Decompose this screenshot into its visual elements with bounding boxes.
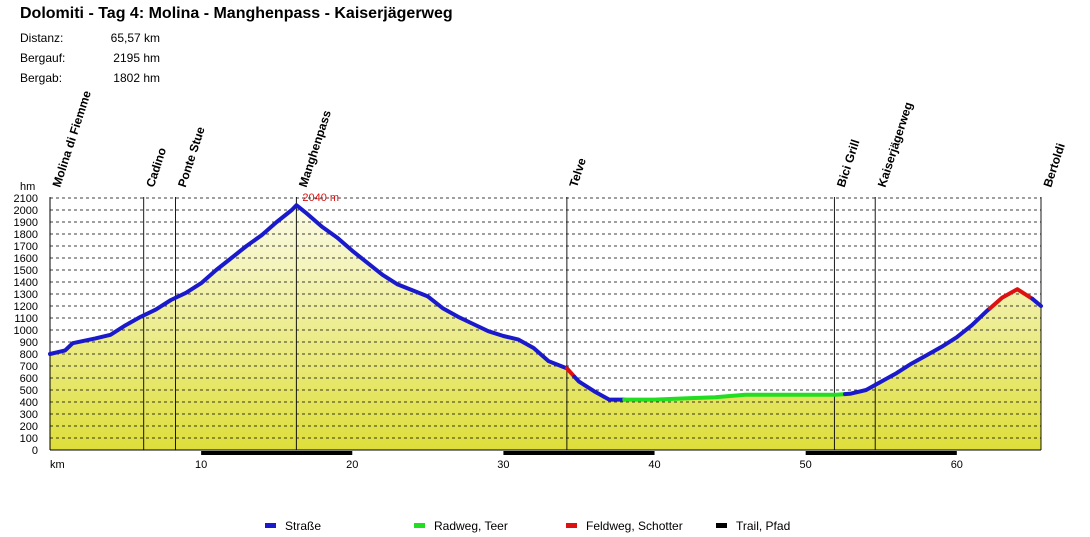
x-tick-label: 30 bbox=[497, 459, 509, 471]
y-tick-label: 1100 bbox=[14, 313, 38, 325]
waypoint-label: Telve bbox=[566, 156, 589, 189]
y-tick-label: 0 bbox=[32, 445, 38, 457]
y-tick-label: 300 bbox=[20, 409, 38, 421]
peak-label: 2040 m bbox=[302, 192, 339, 204]
legend-item-trail: Trail, Pfad bbox=[716, 519, 790, 533]
stat-distance-label: Distanz: bbox=[20, 31, 64, 45]
y-tick-label: 400 bbox=[20, 397, 38, 409]
x-tick-label: 50 bbox=[800, 459, 812, 471]
waypoint-label: Manghenpass bbox=[296, 108, 334, 189]
chart-title: Dolomiti - Tag 4: Molina - Manghenpass -… bbox=[20, 5, 453, 22]
waypoint-label: Bertoldi bbox=[1041, 141, 1068, 188]
y-tick-label: 1800 bbox=[14, 229, 38, 241]
profile-segment bbox=[48, 203, 569, 371]
stat-ascent-label: Bergauf: bbox=[20, 51, 66, 65]
elevation-profile-chart: 0100200300400500600700800900100011001200… bbox=[14, 89, 1068, 471]
y-tick-label: 700 bbox=[20, 361, 38, 373]
x-tick-label: 20 bbox=[346, 459, 358, 471]
waypoint-label: Bici Grill bbox=[834, 138, 863, 189]
y-tick-label: 1200 bbox=[14, 301, 38, 313]
waypoint-label: Molina di Fiemme bbox=[50, 89, 95, 189]
legend-swatch-feldweg bbox=[566, 523, 577, 529]
stat-descent-label: Bergab: bbox=[20, 71, 63, 85]
stat-distance-value: 65,57 km bbox=[110, 31, 160, 45]
legend-label-feldweg: Feldweg, Schotter bbox=[586, 519, 683, 533]
profile-area bbox=[50, 205, 1041, 450]
waypoint-label: Ponte Stue bbox=[175, 125, 208, 189]
legend-item-feldweg: Feldweg, Schotter bbox=[566, 519, 683, 533]
y-tick-label: 900 bbox=[20, 337, 38, 349]
y-tick-label: 2000 bbox=[14, 205, 38, 217]
y-tick-label: 800 bbox=[20, 349, 38, 361]
y-tick-label: 1900 bbox=[14, 217, 38, 229]
y-tick-label: 1400 bbox=[14, 277, 38, 289]
legend-swatch-strasse bbox=[265, 523, 276, 529]
y-tick-label: 500 bbox=[20, 385, 38, 397]
legend-label-trail: Trail, Pfad bbox=[736, 519, 791, 533]
x-tick-label: 10 bbox=[195, 459, 207, 471]
legend-item-strasse: Straße bbox=[265, 519, 321, 533]
y-tick-label: 600 bbox=[20, 373, 38, 385]
profile-segment bbox=[988, 287, 1035, 311]
y-axis-unit: hm bbox=[20, 181, 35, 193]
y-tick-label: 1600 bbox=[14, 253, 38, 265]
x-scale-bar bbox=[805, 451, 957, 455]
legend-swatch-trail bbox=[716, 523, 727, 529]
legend-label-radweg: Radweg, Teer bbox=[434, 519, 508, 533]
x-tick-label: 60 bbox=[951, 459, 963, 471]
y-tick-label: 100 bbox=[20, 433, 38, 445]
legend-item-radweg: Radweg, Teer bbox=[414, 519, 508, 533]
y-tick-label: 1500 bbox=[14, 265, 38, 277]
y-tick-label: 1000 bbox=[14, 325, 38, 337]
profile-segment bbox=[1030, 296, 1043, 308]
y-tick-label: 2100 bbox=[14, 193, 38, 205]
x-tick-label: 40 bbox=[648, 459, 660, 471]
stat-ascent-value: 2195 hm bbox=[113, 51, 160, 65]
x-axis-unit: km bbox=[50, 459, 65, 471]
y-tick-label: 1300 bbox=[14, 289, 38, 301]
profile-segment bbox=[843, 306, 993, 397]
profile-segment bbox=[622, 392, 847, 402]
stat-descent-value: 1802 hm bbox=[113, 71, 160, 85]
waypoint-label: Kaiserjägerweg bbox=[875, 100, 916, 189]
y-tick-label: 1700 bbox=[14, 241, 38, 253]
x-scale-bar bbox=[503, 451, 655, 455]
legend-label-strasse: Straße bbox=[285, 519, 322, 533]
y-tick-label: 200 bbox=[20, 421, 38, 433]
profile-segment bbox=[572, 374, 627, 402]
x-scale-bar bbox=[201, 451, 353, 455]
legend-swatch-radweg bbox=[414, 523, 425, 529]
waypoint-label: Cadino bbox=[143, 146, 169, 189]
